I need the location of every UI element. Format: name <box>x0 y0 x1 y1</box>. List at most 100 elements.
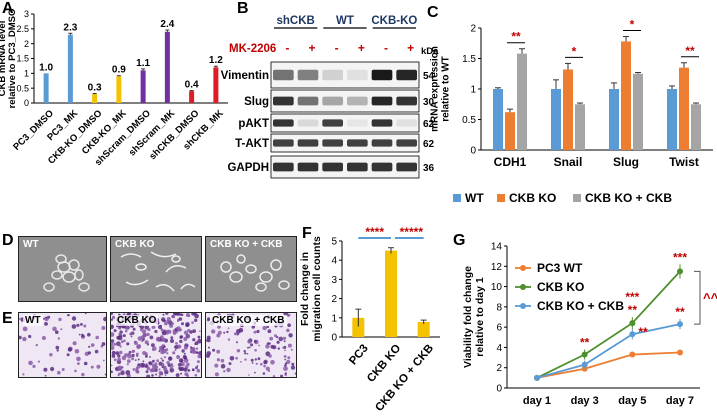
y-tick-label: 0 <box>24 98 29 108</box>
migrated-cell <box>149 356 151 358</box>
treatment-sign: + <box>358 41 365 55</box>
blot-band <box>297 162 319 172</box>
migrated-cell <box>57 370 61 375</box>
migrated-cell <box>139 328 143 332</box>
migrated-cell <box>130 335 133 338</box>
migrated-cell <box>216 349 221 354</box>
x-tick-label: day 3 <box>571 395 599 407</box>
migrated-cell <box>126 363 129 366</box>
y-tick-label: 6 <box>496 323 502 334</box>
migrated-cell <box>243 349 246 353</box>
migrated-cell <box>133 341 138 345</box>
migration-image <box>19 313 106 377</box>
blot-strip <box>270 61 420 89</box>
migrated-cell <box>145 363 148 366</box>
migrated-cell <box>119 345 122 348</box>
migrated-cell <box>220 358 225 363</box>
migrated-cell <box>256 329 260 334</box>
blot-band <box>297 69 319 81</box>
migrated-cell <box>253 330 257 334</box>
migrated-cell <box>111 354 116 358</box>
migrated-cell <box>162 348 167 354</box>
migrated-cell <box>151 367 156 373</box>
migrated-cell <box>174 345 179 349</box>
bar <box>164 31 170 103</box>
migration-label: CKB KO <box>115 315 159 326</box>
blot-band <box>297 96 319 106</box>
y-tick-label: 2 <box>470 24 476 35</box>
migrated-cell <box>166 360 170 365</box>
data-label: 0.9 <box>112 65 126 76</box>
legend-swatch <box>573 194 581 202</box>
blot-band <box>273 139 294 147</box>
migrated-cell <box>288 333 293 338</box>
migrated-cell <box>78 333 81 336</box>
migrated-cell <box>19 335 22 340</box>
migrated-cell <box>67 314 70 317</box>
migrated-cell <box>260 362 263 366</box>
migrated-cell <box>187 369 191 372</box>
migrated-cell <box>227 338 231 341</box>
significance-mark: ** <box>628 303 638 317</box>
migrated-cell <box>254 358 257 361</box>
bar <box>691 104 701 150</box>
migrated-cell <box>175 373 180 377</box>
data-point <box>629 331 636 338</box>
migrated-cell <box>166 329 170 333</box>
legend-label: CKB KO <box>537 280 584 294</box>
bar <box>551 89 561 150</box>
y-tick-label: 0 <box>331 333 337 344</box>
bar <box>505 112 515 150</box>
blot-band <box>371 162 393 172</box>
migrated-cell <box>282 336 287 340</box>
data-label: 1.0 <box>39 62 53 73</box>
migrated-cell <box>183 330 189 335</box>
y-tick-label: 2.5 <box>16 24 29 34</box>
y-tick-label: 1.5 <box>462 54 476 65</box>
significance-mark: * <box>572 44 577 58</box>
migrated-cell <box>176 355 181 360</box>
blot-band <box>347 139 368 147</box>
significance-mark: *** <box>673 250 687 264</box>
migrated-cell <box>50 366 55 372</box>
migrated-cell <box>155 336 161 342</box>
migrated-cell <box>195 347 199 350</box>
migrated-cell <box>270 360 275 365</box>
migrated-cell <box>161 317 166 322</box>
blot-band <box>396 119 417 127</box>
migrated-cell <box>137 363 141 366</box>
data-point <box>677 349 683 356</box>
migrated-cell <box>287 323 291 327</box>
y-tick-label: 3 <box>24 9 29 19</box>
migrated-cell <box>148 361 153 366</box>
bar <box>417 322 430 337</box>
panel-label-b: B <box>237 0 249 17</box>
migrated-cell <box>177 328 181 332</box>
migrated-cell <box>101 326 106 330</box>
bar <box>493 89 503 150</box>
migration-label: CKB KO + CKB <box>210 315 287 326</box>
migrated-cell <box>145 365 148 368</box>
migrated-cell <box>87 351 91 355</box>
migrated-cell <box>163 337 166 341</box>
migrated-cell <box>240 361 242 363</box>
migrated-cell <box>90 365 94 369</box>
data-point <box>629 351 636 358</box>
kda-value: 36 <box>423 163 435 174</box>
migrated-cell <box>207 317 211 321</box>
migrated-cell <box>164 321 168 326</box>
migrated-cell <box>214 372 219 377</box>
treatment-sign: - <box>384 41 388 55</box>
data-label: 0.4 <box>185 80 199 91</box>
migrated-cell <box>286 328 290 333</box>
migrated-cell <box>117 365 122 370</box>
migrated-cell <box>165 313 169 315</box>
migrated-cell <box>165 330 167 332</box>
y-tick-label: 1 <box>331 313 337 324</box>
y-axis-label: Viability fold changerelative to day 1 <box>462 266 486 368</box>
microscopy-wt: WT <box>18 236 107 302</box>
migrated-cell <box>208 346 210 349</box>
migrated-cell <box>149 335 154 340</box>
legend-label: PC3 WT <box>537 261 583 275</box>
migrated-cell <box>265 366 270 371</box>
